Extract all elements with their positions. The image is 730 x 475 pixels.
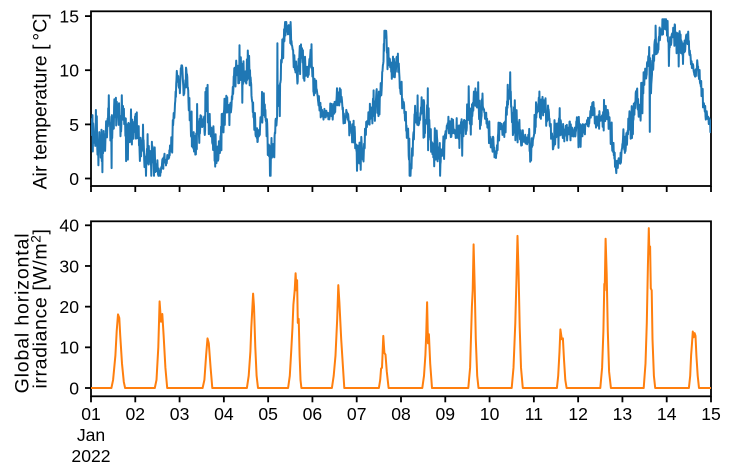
- svg-text:15: 15: [701, 404, 721, 424]
- svg-text:07: 07: [347, 404, 367, 424]
- svg-text:10: 10: [59, 61, 79, 81]
- svg-text:13: 13: [613, 404, 633, 424]
- svg-text:Air temperature [ °C]: Air temperature [ °C]: [30, 13, 51, 189]
- svg-text:2022: 2022: [71, 446, 110, 466]
- svg-text:12: 12: [568, 404, 588, 424]
- svg-text:08: 08: [391, 404, 411, 424]
- svg-text:10: 10: [59, 338, 79, 358]
- svg-text:0: 0: [69, 378, 79, 398]
- svg-text:15: 15: [59, 7, 79, 27]
- svg-text:Jan: Jan: [77, 425, 105, 445]
- svg-text:11: 11: [525, 404, 543, 424]
- svg-text:09: 09: [435, 404, 455, 424]
- svg-text:02: 02: [125, 404, 145, 424]
- svg-text:03: 03: [170, 404, 190, 424]
- svg-text:0: 0: [69, 169, 79, 189]
- svg-text:04: 04: [214, 404, 234, 424]
- svg-text:20: 20: [59, 297, 79, 317]
- svg-text:irradiance [W/m2]: irradiance [W/m2]: [29, 228, 52, 388]
- svg-text:01: 01: [81, 404, 101, 424]
- svg-text:Global horizontal: Global horizontal: [12, 233, 34, 394]
- svg-text:05: 05: [258, 404, 278, 424]
- svg-text:40: 40: [59, 216, 79, 236]
- svg-text:5: 5: [69, 115, 79, 135]
- svg-text:10: 10: [480, 404, 500, 424]
- svg-text:14: 14: [657, 404, 677, 424]
- svg-text:06: 06: [303, 404, 323, 424]
- svg-text:30: 30: [59, 256, 79, 276]
